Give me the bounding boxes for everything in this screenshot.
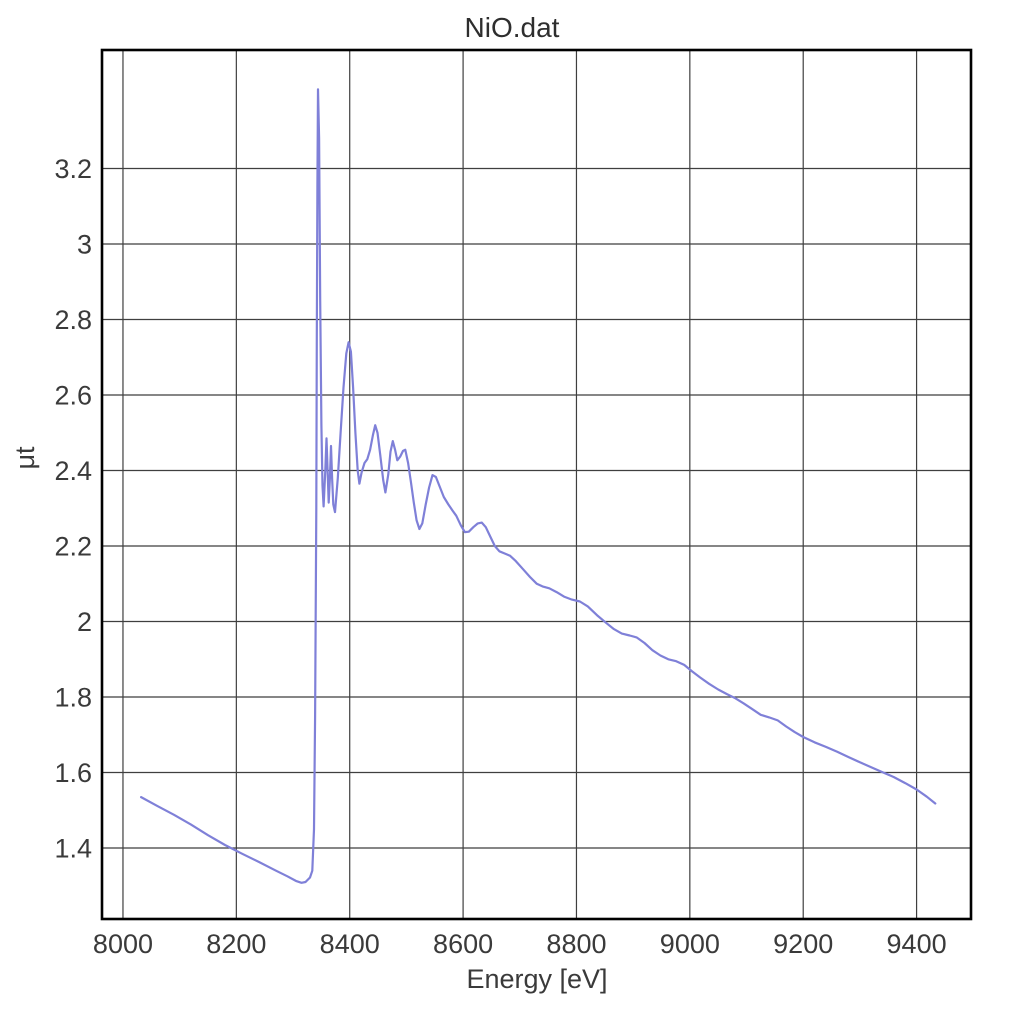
y-tick-label: 2.8 <box>54 305 92 335</box>
y-tick-label: 1.6 <box>54 758 92 788</box>
x-tick-label: 8000 <box>93 929 153 959</box>
grid <box>102 50 971 919</box>
y-axis-tick-labels: 1.4 1.6 1.8 2 2.2 2.4 2.6 2.8 3 3.2 <box>54 154 92 863</box>
x-tick-label: 9400 <box>887 929 947 959</box>
x-tick-label: 8400 <box>320 929 380 959</box>
x-axis-tick-labels: 8000 8200 8400 8600 8800 9000 9200 9400 <box>93 929 947 959</box>
y-tick-label: 2 <box>77 607 92 637</box>
y-tick-label: 1.8 <box>54 683 92 713</box>
data-series <box>140 88 937 884</box>
y-axis-label: μt <box>10 446 40 470</box>
y-tick-label: 1.4 <box>54 834 92 864</box>
y-tick-label: 2.2 <box>54 532 92 562</box>
x-tick-label: 9000 <box>660 929 720 959</box>
x-axis-label: Energy [eV] <box>466 964 607 994</box>
y-tick-label: 3.2 <box>54 154 92 184</box>
x-tick-label: 8800 <box>546 929 606 959</box>
x-tick-label: 9200 <box>773 929 833 959</box>
plot-frame <box>100 48 973 921</box>
data-line <box>140 88 937 884</box>
chart-title: NiO.dat <box>465 12 560 43</box>
x-tick-label: 8200 <box>206 929 266 959</box>
y-tick-label: 2.6 <box>54 381 92 411</box>
y-tick-label: 3 <box>77 230 92 260</box>
x-tick-label: 8600 <box>433 929 493 959</box>
y-tick-label: 2.4 <box>54 456 92 486</box>
